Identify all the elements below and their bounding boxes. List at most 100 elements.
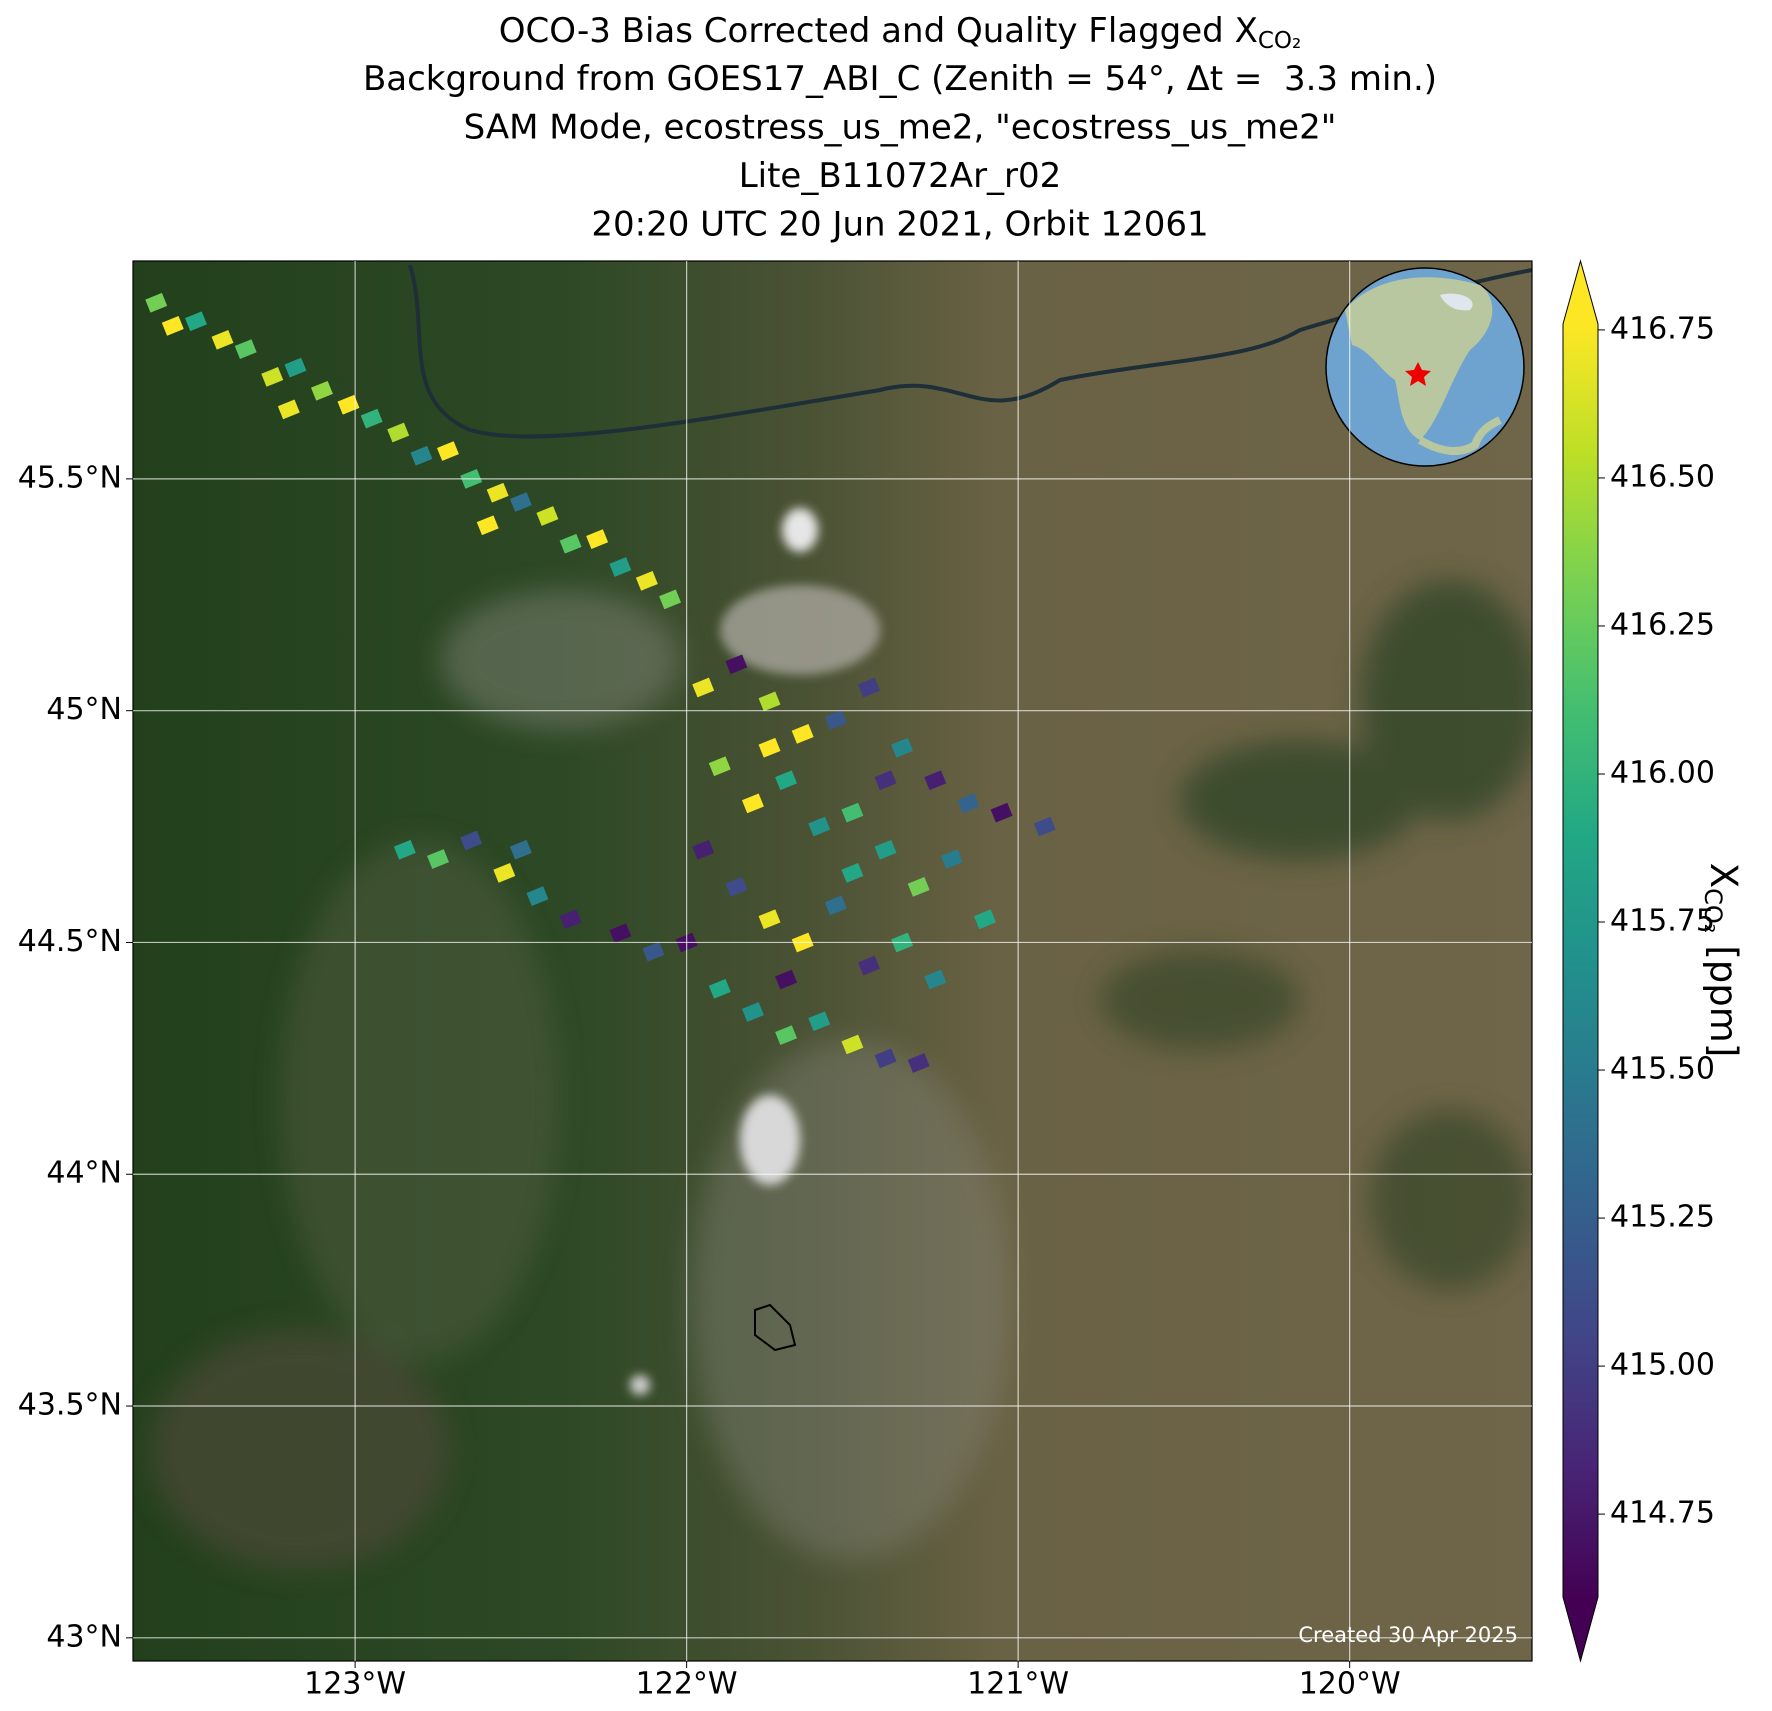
colorbar-label-subscript: CO₂ [1699,888,1727,933]
colorbar-tick-label: 416.50 [1610,459,1715,494]
sounding-cell [907,1053,930,1073]
colorbar-tick-label: 414.75 [1610,1496,1715,1531]
sounding-cell [990,802,1013,823]
sounding-cell [775,969,798,990]
sounding-cell [924,969,947,990]
sounding-cell [841,1034,864,1055]
x-tick-label: 120°W [1299,1667,1401,1702]
sounding-cell [841,802,864,823]
sounding-cell [1033,816,1056,837]
sounding-cell [659,589,682,610]
colorbar-label: XCO₂ [ppm] [1699,863,1746,1058]
sounding-cell [957,793,980,814]
sounding-cell [509,492,532,512]
colorbar-tick-label: 416.00 [1610,755,1715,790]
sounding-cell [692,839,715,860]
sounding-cell [874,770,897,791]
colorbar-tick-label: 415.25 [1610,1200,1715,1235]
sounding-cell [940,849,963,869]
background-imagery [133,261,1532,1661]
sounding-cell [824,710,847,730]
sounding-cell [692,677,715,698]
sounding-cell [337,394,360,415]
colorbar-outline [1562,259,1599,1663]
sounding-cell [609,923,632,944]
sounding-cell [891,737,914,758]
sounding-cell [775,1025,798,1046]
sounding-cell [509,839,532,860]
y-tick-label: 43°N [46,1619,122,1654]
sounding-cell [586,529,609,550]
y-tick-label: 44°N [46,1156,122,1191]
sounding-cell [974,909,996,930]
sounding-cell [185,311,207,332]
sounding-cell [824,895,847,916]
sounding-cell [841,863,864,883]
colorbar-unit: [ppm] [1703,945,1746,1057]
title-line: Background from GOES17_ABI_C (Zenith = 5… [363,59,1437,99]
sounding-cell [436,441,459,461]
sounding-cell [234,339,257,359]
title-line: 20:20 UTC 20 Jun 2021, Orbit 12061 [591,205,1208,245]
sounding-cell [758,691,781,712]
y-tick-label: 45.5°N [18,460,122,495]
sounding-cell [559,909,582,930]
sounding-cell [609,557,632,577]
sounding-cell [808,1011,831,1032]
sounding-cell [427,849,449,869]
sounding-cell [758,909,781,930]
title-subscript: CO₂ [1258,28,1301,54]
sounding-cell [559,533,582,554]
sounding-cell [387,422,410,443]
sounding-cell [211,329,234,350]
x-tick-label: 123°W [304,1667,406,1702]
colorbar-tick-label: 415.50 [1610,1052,1715,1087]
sounding-cell [360,408,383,429]
title-line: OCO-3 Bias Corrected and Quality Flagged… [499,11,1258,51]
colorbar-label-symbol: X [1703,863,1746,888]
sounding-cell [708,756,731,777]
sounding-cell [708,978,731,999]
sounding-cell [874,839,897,860]
sounding-cell [536,506,559,526]
soundings [145,292,1056,1073]
sounding-cell [393,839,416,860]
y-tick-label: 44.5°N [18,924,122,959]
sounding-cell [526,886,549,906]
colorbar-tick-label: 415.00 [1610,1348,1715,1383]
sounding-cell [758,737,781,758]
sounding-cell [261,367,284,387]
y-tick-label: 45°N [46,692,122,727]
sounding-cell [808,816,831,837]
sounding-cell [741,1002,764,1022]
sounding-cell [857,955,880,976]
sounding-cell [635,571,658,591]
title-line: SAM Mode, ecostress_us_me2, "ecostress_u… [464,108,1337,148]
sounding-cell [145,292,168,313]
sounding-cell [857,677,880,698]
sounding-cell [161,316,184,336]
x-tick-label: 122°W [636,1667,738,1702]
sounding-cell [741,793,764,814]
sounding-cell [642,941,665,962]
footnote: Created 30 Apr 2025 [1298,1623,1518,1647]
sounding-cell [486,482,509,503]
title-line: Lite_B11072Ar_r02 [739,156,1062,196]
sounding-cell [493,863,516,883]
sounding-cell [791,723,814,744]
colorbar-tick-label: 415.75 [1610,904,1715,939]
sounding-cell [725,876,748,897]
sounding-cell [410,445,433,466]
sounding-cell [310,380,333,401]
colorbar-extend-bottom [1563,1597,1598,1661]
inset-globe [1325,267,1525,467]
sounding-cell [476,515,499,536]
sounding-cell [284,357,307,378]
colorbar-tick-label: 416.25 [1610,607,1715,642]
sounding-cell [874,1048,897,1069]
sounding-cell [725,654,748,675]
x-tick-label: 121°W [967,1667,1069,1702]
colorbar-tick-label: 416.75 [1610,311,1715,346]
sounding-cell [277,399,300,420]
